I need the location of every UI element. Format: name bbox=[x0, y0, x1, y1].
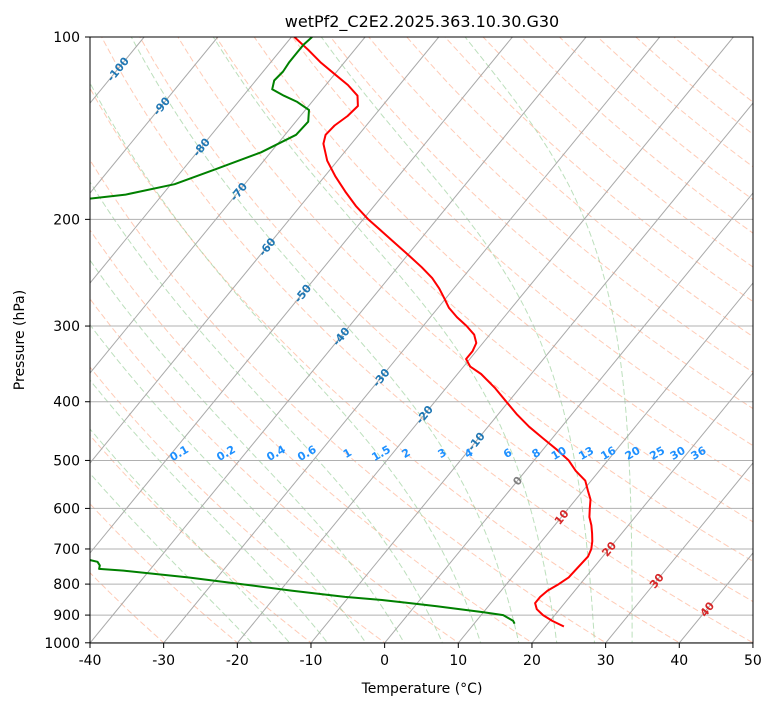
isotherm-line bbox=[531, 372, 753, 643]
isotherm-line bbox=[383, 192, 753, 643]
dewpoint-profile-line bbox=[90, 37, 516, 625]
y-tick-label: 900 bbox=[53, 608, 80, 624]
moist-adiabat-line bbox=[212, 37, 558, 643]
x-tick-label: -30 bbox=[152, 653, 175, 669]
dry-adiabat-line bbox=[673, 37, 753, 103]
dry-adiabat-line bbox=[90, 572, 165, 643]
isotherm-line bbox=[90, 37, 366, 374]
sounding-profiles bbox=[90, 37, 594, 628]
isotherm-line bbox=[90, 37, 587, 643]
moist-adiabat-line bbox=[90, 81, 482, 643]
dry-adiabat-line bbox=[90, 434, 313, 643]
moist-adiabat-line bbox=[90, 259, 405, 643]
y-tick-label: 200 bbox=[53, 212, 80, 228]
isotherm-line bbox=[90, 37, 219, 194]
moist-adiabat-line bbox=[130, 37, 520, 643]
dry-adiabat-line bbox=[520, 37, 753, 234]
plot-frame bbox=[89, 36, 754, 644]
dry-adiabat-line bbox=[291, 37, 753, 447]
isotherm-line bbox=[310, 102, 753, 643]
dry-adiabats bbox=[90, 37, 753, 643]
dry-adiabat-line bbox=[406, 37, 753, 338]
plot-area: -100-90-80-70-60-50-40-30-20-10010203040… bbox=[0, 37, 753, 656]
y-tick-label: 500 bbox=[53, 453, 80, 469]
mixing-ratio-label: 8 bbox=[530, 446, 543, 461]
isotherm-line bbox=[90, 37, 440, 464]
mixing-ratio-label: 2 bbox=[399, 446, 412, 461]
dry-adiabat-line bbox=[90, 87, 681, 643]
y-tick-label: 400 bbox=[53, 395, 80, 411]
x-tick-label: 30 bbox=[597, 653, 615, 669]
moist-adiabat-line bbox=[320, 37, 596, 643]
dry-adiabat-line bbox=[177, 37, 753, 562]
dry-adiabat-line bbox=[90, 297, 460, 643]
moist-adiabat-line bbox=[90, 472, 253, 643]
dry-adiabat-line bbox=[559, 37, 753, 201]
isotherm-lines bbox=[0, 37, 753, 656]
moist-adiabat-line bbox=[90, 379, 329, 643]
x-axis: -40 -30 -20 -10 0 10 20 30 40 50 bbox=[79, 643, 762, 669]
moist-adiabat-line bbox=[90, 428, 291, 643]
moist-adiabats bbox=[90, 37, 633, 643]
y-tick-label: 800 bbox=[53, 577, 80, 593]
y-tick-label: 300 bbox=[53, 319, 80, 335]
isotherm-line bbox=[604, 462, 753, 643]
isotherm-line bbox=[678, 552, 753, 643]
pressure-gridlines bbox=[90, 37, 753, 643]
dry-adiabat-line bbox=[597, 37, 753, 168]
dry-adiabat-line bbox=[330, 37, 753, 410]
dry-adiabat-line bbox=[368, 37, 753, 373]
dry-adiabat-line bbox=[90, 366, 386, 643]
moist-adiabat-line bbox=[90, 181, 444, 643]
y-tick-label: 100 bbox=[53, 30, 80, 46]
dry-adiabat-line bbox=[215, 37, 753, 523]
y-tick-label: 1000 bbox=[44, 636, 80, 652]
x-axis-label: Temperature (°C) bbox=[361, 681, 483, 697]
dry-adiabat-line bbox=[90, 159, 608, 643]
isotherm-line bbox=[0, 37, 70, 656]
mixing-ratio-label: 3 bbox=[436, 446, 449, 461]
x-tick-label: -10 bbox=[300, 653, 323, 669]
dry-adiabat-line bbox=[139, 37, 753, 603]
isotherm-label: -100 bbox=[104, 54, 132, 84]
x-tick-label: -40 bbox=[79, 653, 102, 669]
x-tick-label: 20 bbox=[523, 653, 541, 669]
isotherm-line bbox=[236, 37, 734, 643]
isotherm-line bbox=[90, 37, 292, 284]
x-tick-label: 50 bbox=[744, 653, 762, 669]
y-axis-label: Pressure (hPa) bbox=[12, 290, 28, 390]
isotherm-line bbox=[457, 282, 753, 643]
mixing-ratio-labels: 0.1 0.2 0.4 0.6 1 1.5 2 3 4 6 8 10 13 16 20 25 30 36 bbox=[168, 443, 709, 464]
isotherm-line bbox=[90, 37, 513, 554]
isotherm-line bbox=[163, 37, 661, 643]
dry-adiabat-line bbox=[101, 37, 753, 643]
temperature-profile-line bbox=[293, 37, 594, 628]
x-tick-label: 10 bbox=[449, 653, 467, 669]
y-axis: 100 200 300 400 500 600 700 800 900 1000 bbox=[44, 30, 90, 652]
x-tick-label: 40 bbox=[670, 653, 688, 669]
chart-title: wetPf2_C2E2.2025.363.10.30.G30 bbox=[285, 12, 559, 32]
y-tick-label: 700 bbox=[53, 542, 80, 558]
moist-adiabat-line bbox=[90, 323, 367, 643]
x-tick-label: 0 bbox=[380, 653, 389, 669]
dry-adiabat-line bbox=[90, 229, 534, 643]
y-tick-label: 600 bbox=[53, 501, 80, 517]
moist-adiabat-line bbox=[464, 37, 633, 643]
x-tick-label: -20 bbox=[226, 653, 249, 669]
dry-adiabat-line bbox=[90, 503, 239, 643]
